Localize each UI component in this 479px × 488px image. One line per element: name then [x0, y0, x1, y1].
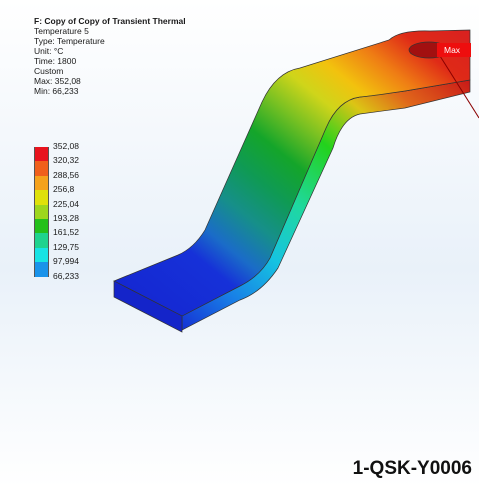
- result-info-panel: F: Copy of Copy of Transient Thermal Tem…: [34, 16, 186, 96]
- legend-swatch: [34, 147, 49, 162]
- legend-value: 256,8: [53, 184, 75, 195]
- result-unit: Unit: °C: [34, 46, 64, 56]
- legend-swatch: [34, 218, 49, 234]
- analysis-title: F: Copy of Copy of Transient Thermal: [34, 16, 186, 26]
- legend-swatch: [34, 161, 49, 177]
- legend-swatch: [34, 262, 49, 278]
- result-name: Temperature 5: [34, 26, 89, 36]
- legend-value: 161,52: [53, 227, 79, 238]
- bracket-foot-edge: [113, 280, 183, 333]
- result-min: Min: 66,233: [34, 86, 79, 96]
- result-type: Type: Temperature: [34, 36, 105, 46]
- legend-value: 129,75: [53, 241, 79, 252]
- legend-value: 225,04: [53, 198, 79, 209]
- legend-value: 352,08: [53, 141, 79, 151]
- max-probe-label[interactable]: Max: [437, 43, 471, 57]
- legend-value: 320,32: [53, 155, 79, 166]
- legend-value: 193,28: [53, 212, 79, 223]
- legend-value: 66,233: [53, 270, 79, 281]
- legend-swatch: [34, 190, 49, 206]
- result-time: Time: 1800: [34, 56, 77, 66]
- legend-swatch: [34, 175, 49, 191]
- legend-swatch: [34, 247, 49, 263]
- legend-swatch: [34, 233, 49, 249]
- result-mode: Custom: [34, 66, 64, 76]
- legend-value: 97,994: [53, 256, 79, 267]
- max-probe-line: [439, 55, 479, 119]
- watermark-text: 1-QSK-Y0006: [352, 458, 472, 479]
- legend-swatch: [34, 204, 49, 220]
- result-max: Max: 352,08: [34, 76, 81, 86]
- legend-value: 288,56: [53, 169, 79, 180]
